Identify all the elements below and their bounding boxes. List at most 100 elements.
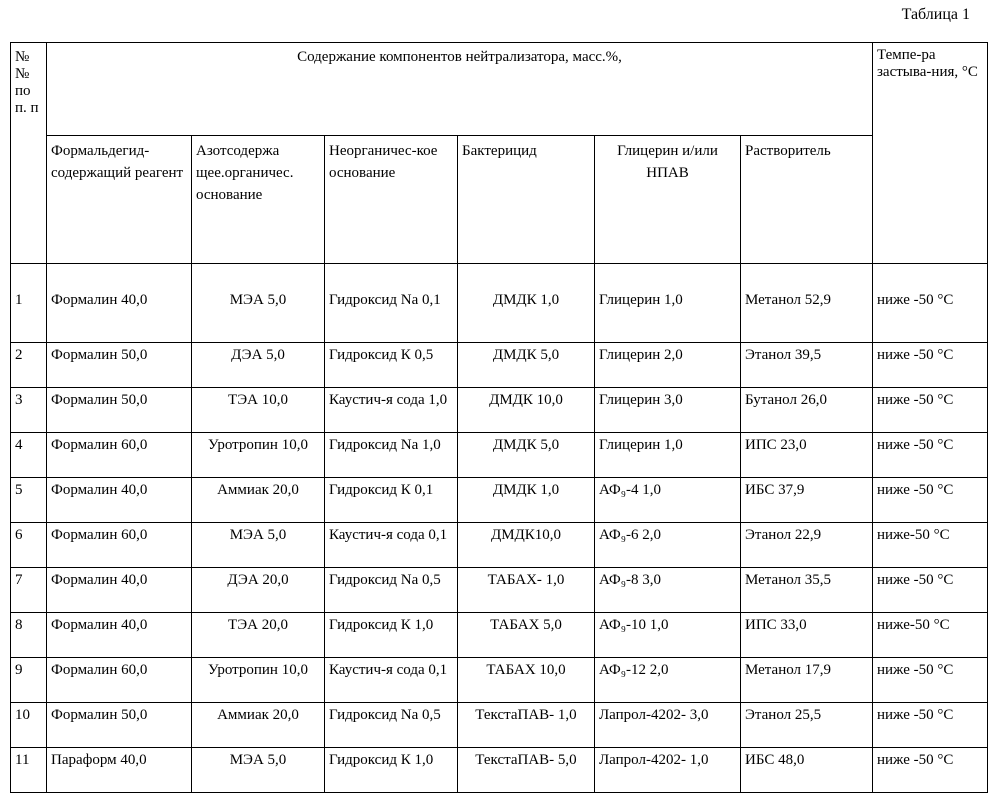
cell-nitrogen-base: ТЭА 20,0 [192, 613, 325, 658]
cell-temperature: ниже -50 °С [873, 658, 988, 703]
cell-temperature: ниже-50 °С [873, 523, 988, 568]
row-number: 9 [11, 658, 47, 703]
cell-temperature: ниже -50 °С [873, 748, 988, 793]
cell-bactericide: ДМДК 10,0 [458, 388, 595, 433]
cell-nitrogen-base: ТЭА 10,0 [192, 388, 325, 433]
table-row: 2Формалин 50,0ДЭА 5,0Гидроксид К 0,5ДМДК… [11, 343, 988, 388]
cell-glycerin: Глицерин 1,0 [595, 433, 741, 478]
row-number: 11 [11, 748, 47, 793]
header-formaldehyde: Формальдегид-содержащий реагент [47, 136, 192, 264]
cell-inorganic-base: Гидроксид Na 0,5 [325, 568, 458, 613]
cell-glycerin: АФ₉-12 2,0 [595, 658, 741, 703]
row-number: 2 [11, 343, 47, 388]
cell-nitrogen-base: Уротропин 10,0 [192, 433, 325, 478]
header-num: № № по п. п [11, 43, 47, 264]
cell-temperature: ниже -50 °С [873, 478, 988, 523]
cell-inorganic-base: Гидроксид К 0,1 [325, 478, 458, 523]
cell-formaldehyde: Формалин 40,0 [47, 568, 192, 613]
cell-solvent: Этанол 39,5 [741, 343, 873, 388]
cell-nitrogen-base: МЭА 5,0 [192, 523, 325, 568]
cell-formaldehyde: Формалин 50,0 [47, 388, 192, 433]
cell-formaldehyde: Формалин 50,0 [47, 703, 192, 748]
cell-inorganic-base: Каустич-я сода 0,1 [325, 658, 458, 703]
cell-bactericide: ДМДК 1,0 [458, 264, 595, 343]
cell-solvent: ИБС 37,9 [741, 478, 873, 523]
cell-temperature: ниже -50 °С [873, 568, 988, 613]
row-number: 6 [11, 523, 47, 568]
cell-bactericide: ДМДК 5,0 [458, 433, 595, 478]
cell-nitrogen-base: МЭА 5,0 [192, 748, 325, 793]
cell-glycerin: АФ₉-8 3,0 [595, 568, 741, 613]
cell-formaldehyde: Формалин 60,0 [47, 658, 192, 703]
cell-formaldehyde: Формалин 60,0 [47, 523, 192, 568]
row-number: 4 [11, 433, 47, 478]
cell-temperature: ниже -50 °С [873, 388, 988, 433]
table-row: 11Параформ 40,0МЭА 5,0Гидроксид К 1,0Тек… [11, 748, 988, 793]
header-solvent: Растворитель [741, 136, 873, 264]
cell-nitrogen-base: ДЭА 20,0 [192, 568, 325, 613]
header-inorganic-base: Неорганичес-кое основание [325, 136, 458, 264]
row-number: 7 [11, 568, 47, 613]
cell-solvent: Этанол 25,5 [741, 703, 873, 748]
header-bactericide: Бактерицид [458, 136, 595, 264]
cell-formaldehyde: Формалин 50,0 [47, 343, 192, 388]
cell-temperature: ниже -50 °С [873, 264, 988, 343]
cell-solvent: ИПС 23,0 [741, 433, 873, 478]
cell-temperature: ниже-50 °С [873, 613, 988, 658]
cell-bactericide: ДМДК10,0 [458, 523, 595, 568]
cell-temperature: ниже -50 °С [873, 433, 988, 478]
cell-inorganic-base: Гидроксид Na 1,0 [325, 433, 458, 478]
row-number: 5 [11, 478, 47, 523]
cell-bactericide: ТАБАХ 10,0 [458, 658, 595, 703]
cell-glycerin: Глицерин 1,0 [595, 264, 741, 343]
cell-inorganic-base: Каустич-я сода 1,0 [325, 388, 458, 433]
header-glycerin: Глицерин и/или НПАВ [595, 136, 741, 264]
header-nitrogen-base: Азотсодержа щее.органичес. основание [192, 136, 325, 264]
cell-nitrogen-base: Аммиак 20,0 [192, 703, 325, 748]
cell-bactericide: ДМДК 1,0 [458, 478, 595, 523]
header-temperature: Темпе-ра застыва-ния, °С [873, 43, 988, 264]
cell-nitrogen-base: Уротропин 10,0 [192, 658, 325, 703]
cell-solvent: ИБС 48,0 [741, 748, 873, 793]
cell-temperature: ниже -50 °С [873, 343, 988, 388]
cell-formaldehyde: Параформ 40,0 [47, 748, 192, 793]
cell-solvent: Метанол 35,5 [741, 568, 873, 613]
cell-bactericide: ТекстаПАВ- 5,0 [458, 748, 595, 793]
table-row: 3Формалин 50,0ТЭА 10,0Каустич-я сода 1,0… [11, 388, 988, 433]
table-row: 4Формалин 60,0Уротропин 10,0Гидроксид Na… [11, 433, 988, 478]
cell-solvent: Бутанол 26,0 [741, 388, 873, 433]
cell-bactericide: ДМДК 5,0 [458, 343, 595, 388]
cell-glycerin: АФ₉-6 2,0 [595, 523, 741, 568]
cell-nitrogen-base: Аммиак 20,0 [192, 478, 325, 523]
cell-inorganic-base: Гидроксид Na 0,1 [325, 264, 458, 343]
cell-solvent: Этанол 22,9 [741, 523, 873, 568]
cell-formaldehyde: Формалин 40,0 [47, 613, 192, 658]
cell-solvent: Метанол 17,9 [741, 658, 873, 703]
table-row: 5Формалин 40,0Аммиак 20,0Гидроксид К 0,1… [11, 478, 988, 523]
cell-inorganic-base: Каустич-я сода 0,1 [325, 523, 458, 568]
cell-inorganic-base: Гидроксид К 1,0 [325, 748, 458, 793]
cell-nitrogen-base: ДЭА 5,0 [192, 343, 325, 388]
row-number: 8 [11, 613, 47, 658]
row-number: 1 [11, 264, 47, 343]
cell-bactericide: ТекстаПАВ- 1,0 [458, 703, 595, 748]
cell-inorganic-base: Гидроксид К 0,5 [325, 343, 458, 388]
components-table: № № по п. п Содержание компонентов нейтр… [10, 42, 988, 793]
cell-glycerin: Глицерин 2,0 [595, 343, 741, 388]
cell-glycerin: АФ₉-10 1,0 [595, 613, 741, 658]
table-row: 9Формалин 60,0Уротропин 10,0Каустич-я со… [11, 658, 988, 703]
cell-formaldehyde: Формалин 40,0 [47, 264, 192, 343]
cell-bactericide: ТАБАХ 5,0 [458, 613, 595, 658]
table-caption: Таблица 1 [902, 6, 970, 24]
cell-inorganic-base: Гидроксид Na 0,5 [325, 703, 458, 748]
cell-glycerin: Глицерин 3,0 [595, 388, 741, 433]
table-row: 7Формалин 40,0ДЭА 20,0Гидроксид Na 0,5ТА… [11, 568, 988, 613]
row-number: 3 [11, 388, 47, 433]
cell-glycerin: АФ₉-4 1,0 [595, 478, 741, 523]
table-row: 10Формалин 50,0Аммиак 20,0Гидроксид Na 0… [11, 703, 988, 748]
table-row: 6Формалин 60,0МЭА 5,0Каустич-я сода 0,1Д… [11, 523, 988, 568]
cell-formaldehyde: Формалин 40,0 [47, 478, 192, 523]
table-row: 1Формалин 40,0МЭА 5,0Гидроксид Na 0,1ДМД… [11, 264, 988, 343]
cell-glycerin: Лапрол-4202- 1,0 [595, 748, 741, 793]
table-row: 8Формалин 40,0ТЭА 20,0Гидроксид К 1,0ТАБ… [11, 613, 988, 658]
